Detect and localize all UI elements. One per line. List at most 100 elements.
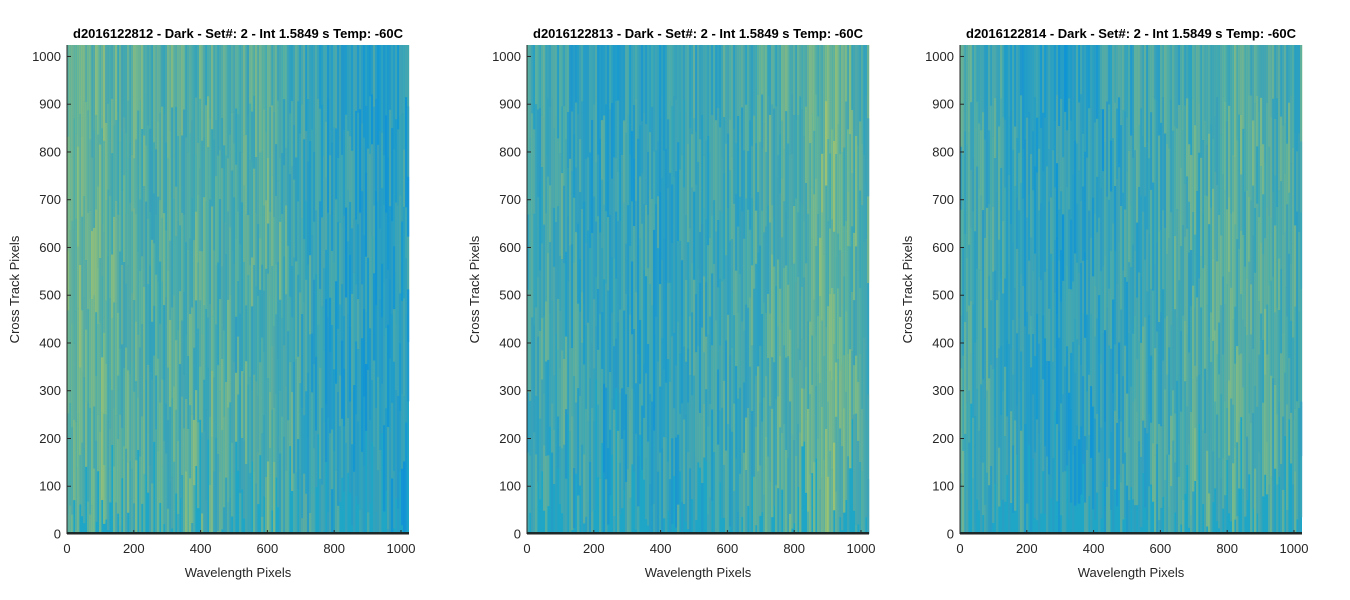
chart-title: d2016122812 - Dark - Set#: 2 - Int 1.584… xyxy=(73,26,404,41)
heatmap-cell xyxy=(557,298,560,350)
heatmap-cell xyxy=(765,45,768,153)
heatmap-cell xyxy=(1010,411,1013,504)
heatmap-cell xyxy=(275,314,278,395)
heatmap-cell xyxy=(641,45,644,122)
heatmap-cell xyxy=(855,355,858,414)
heatmap-cell xyxy=(85,260,88,330)
heatmap-cell xyxy=(1174,309,1177,414)
heatmap-cell xyxy=(289,296,292,363)
heatmap-cell xyxy=(297,439,300,490)
heatmap-cell xyxy=(221,359,224,431)
heatmap-cell xyxy=(243,372,246,441)
chart-title: d2016122814 - Dark - Set#: 2 - Int 1.584… xyxy=(966,26,1297,41)
heatmap-cell xyxy=(1240,230,1243,295)
heatmap-cell xyxy=(607,132,610,218)
heatmap-cell xyxy=(789,513,792,534)
heatmap-cell xyxy=(1020,273,1023,352)
heatmap-cell xyxy=(835,45,838,155)
heatmap-cell xyxy=(77,308,80,414)
heatmap-cell xyxy=(1300,456,1303,518)
heatmap-cell xyxy=(331,429,334,490)
heatmap-cell xyxy=(167,158,170,271)
heatmap-cell xyxy=(79,367,82,456)
heatmap-cell xyxy=(1206,144,1209,197)
heatmap-cell xyxy=(713,45,716,101)
heatmap-cell xyxy=(817,373,820,439)
heatmap-cell xyxy=(205,500,208,534)
heatmap-cell xyxy=(581,342,584,445)
heatmap-cell xyxy=(239,493,242,534)
heatmap-cell xyxy=(1076,203,1079,263)
heatmap-cell xyxy=(315,45,318,135)
heatmap-cell xyxy=(743,238,746,331)
heatmap-cell xyxy=(257,224,260,296)
heatmap-cell xyxy=(177,330,180,441)
heatmap-cell xyxy=(1034,96,1037,167)
heatmap-cell xyxy=(1164,227,1167,319)
heatmap-cell xyxy=(1090,237,1093,315)
heatmap-cell xyxy=(787,143,790,219)
heatmap-cell xyxy=(145,45,148,95)
heatmap-cell xyxy=(972,478,975,534)
heatmap-cell xyxy=(563,444,566,534)
heatmap-cell xyxy=(813,299,816,364)
heatmap-cell xyxy=(845,101,848,171)
heatmap-cell xyxy=(757,366,760,472)
heatmap-cell xyxy=(235,238,238,317)
heatmap-cell xyxy=(1030,472,1033,534)
heatmap-cell xyxy=(689,468,692,534)
heatmap-cell xyxy=(69,230,72,298)
heatmap-cell xyxy=(1246,335,1249,437)
heatmap-cell xyxy=(1104,330,1107,422)
heatmap-cell xyxy=(839,370,842,429)
heatmap-cell xyxy=(801,339,804,389)
heatmap-cell xyxy=(1182,225,1185,316)
heatmap-cell xyxy=(169,406,172,483)
heatmap-cell xyxy=(713,359,716,453)
heatmap-cell xyxy=(69,505,72,534)
heatmap-cell xyxy=(1164,318,1167,390)
heatmap-cell xyxy=(867,45,870,119)
heatmap-cell xyxy=(751,411,754,476)
heatmap-cell xyxy=(539,330,542,419)
heatmap-cell xyxy=(1114,102,1117,187)
heatmap-cell xyxy=(291,317,294,393)
heatmap-cell xyxy=(115,502,118,534)
heatmap-cell xyxy=(1048,149,1051,202)
heatmap-cell xyxy=(723,117,726,174)
heatmap-cell xyxy=(115,45,118,121)
heatmap-cell xyxy=(535,104,538,212)
heatmap-cell xyxy=(1292,419,1295,485)
heatmap-cell xyxy=(577,303,580,389)
heatmap-cell xyxy=(711,45,714,116)
heatmap-cell xyxy=(1072,281,1075,342)
heatmap-cell xyxy=(117,45,120,112)
heatmap-cell xyxy=(573,197,576,263)
heatmap-cell xyxy=(561,448,564,514)
heatmap-cell xyxy=(1268,215,1271,286)
heatmap-cell xyxy=(369,230,372,329)
heatmap-cell xyxy=(1080,45,1083,95)
heatmap-cell xyxy=(1006,174,1009,270)
heatmap-cell xyxy=(1130,386,1133,488)
heatmap-cell xyxy=(629,409,632,498)
heatmap-cell xyxy=(1098,45,1101,129)
heatmap-cell xyxy=(589,461,592,534)
heatmap-cell xyxy=(113,466,116,534)
heatmap-cell xyxy=(625,293,628,395)
heatmap-cell xyxy=(227,502,230,534)
heatmap-cell xyxy=(819,147,822,238)
heatmap-cell xyxy=(779,45,782,135)
heatmap-cell xyxy=(761,421,764,513)
heatmap-cell xyxy=(283,345,286,437)
heatmap-cell xyxy=(723,464,726,518)
heatmap-cell xyxy=(777,155,780,260)
heatmap-cell xyxy=(1126,45,1129,118)
heatmap-cell xyxy=(153,193,156,244)
heatmap-cell xyxy=(677,240,680,322)
heatmap-cell xyxy=(295,359,298,473)
heatmap-cell xyxy=(561,45,564,107)
heatmap-cell xyxy=(187,506,190,534)
heatmap-cell xyxy=(1154,455,1157,534)
heatmap-cell xyxy=(627,387,630,470)
